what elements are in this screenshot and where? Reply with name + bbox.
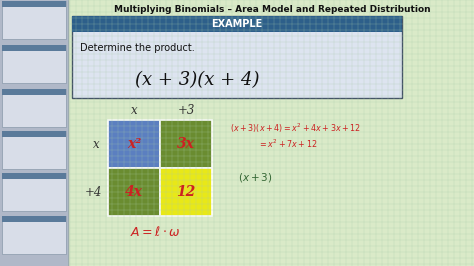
- Text: $(x+3)(x+4) = x^2+4x+3x+12$: $(x+3)(x+4) = x^2+4x+3x+12$: [230, 121, 361, 135]
- Bar: [2, 45, 66, 83]
- Text: 3x: 3x: [177, 137, 195, 151]
- Bar: [70, 0, 474, 266]
- Bar: [160, 168, 212, 216]
- Text: +3: +3: [177, 105, 195, 118]
- Bar: [2, 216, 66, 254]
- Text: EXAMPLE: EXAMPLE: [211, 19, 263, 29]
- Bar: [0, 0, 68, 266]
- Text: $A = \ell \cdot \omega$: $A = \ell \cdot \omega$: [130, 225, 180, 239]
- Bar: [2, 131, 66, 137]
- Bar: [160, 120, 212, 168]
- Text: $= x^2+7x+12$: $= x^2+7x+12$: [258, 138, 318, 150]
- Text: x: x: [93, 138, 100, 151]
- Text: Determine the product.: Determine the product.: [80, 43, 195, 53]
- Text: (x + 3)(x + 4): (x + 3)(x + 4): [135, 71, 260, 89]
- Bar: [2, 131, 66, 169]
- Text: x²: x²: [127, 137, 141, 151]
- Text: Multiplying Binomials – Area Model and Repeated Distribution: Multiplying Binomials – Area Model and R…: [114, 5, 430, 14]
- Bar: [2, 89, 66, 95]
- Bar: [2, 45, 66, 51]
- Bar: [72, 16, 402, 98]
- Text: 12: 12: [176, 185, 196, 199]
- Bar: [2, 173, 66, 211]
- Bar: [108, 120, 160, 168]
- Bar: [2, 173, 66, 179]
- Bar: [2, 1, 66, 7]
- Text: $(x+3)$: $(x+3)$: [238, 172, 273, 185]
- Bar: [2, 216, 66, 222]
- Text: 4x: 4x: [125, 185, 143, 199]
- Text: x: x: [131, 105, 137, 118]
- Bar: [108, 168, 160, 216]
- Bar: [2, 89, 66, 127]
- Bar: [2, 1, 66, 39]
- Text: +4: +4: [84, 185, 102, 198]
- Bar: [72, 16, 402, 32]
